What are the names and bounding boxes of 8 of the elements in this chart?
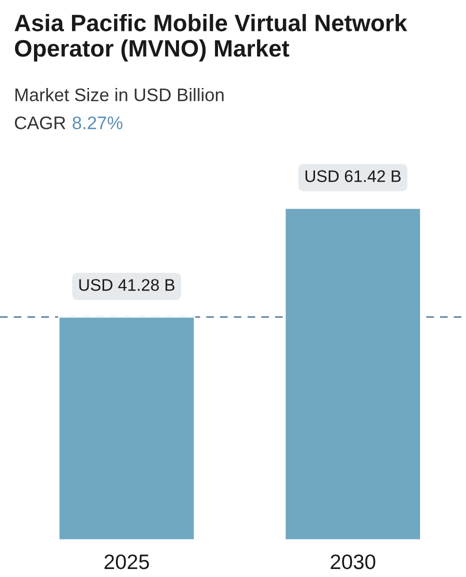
chart-title: Asia Pacific Mobile Virtual Network Operator (MVNO) Market: [14, 14, 408, 62]
chart-subtitle: Market Size in USD Billion: [15, 88, 224, 102]
text: CAGR: [14, 116, 66, 130]
data-label: USD 41.28 B: [79, 279, 174, 291]
text: 8.27%: [72, 116, 122, 130]
data-label: USD 61.42 B: [306, 170, 401, 182]
x-tick-label: 2025: [104, 554, 149, 570]
x-tick-label: 2030: [330, 554, 376, 570]
